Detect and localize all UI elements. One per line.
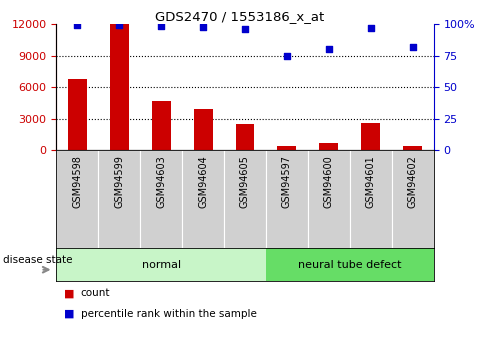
Point: [74, 23, 81, 28]
Bar: [110, 24, 129, 150]
Text: count: count: [81, 288, 110, 298]
Bar: [403, 146, 422, 150]
Bar: [266, 150, 308, 248]
Text: ■: ■: [64, 288, 74, 298]
Text: GSM94597: GSM94597: [282, 155, 292, 208]
Text: GSM94603: GSM94603: [156, 155, 166, 208]
Text: percentile rank within the sample: percentile rank within the sample: [81, 309, 257, 319]
Text: GSM94605: GSM94605: [240, 155, 250, 208]
Text: GSM94602: GSM94602: [408, 155, 417, 208]
Bar: [224, 150, 266, 248]
Text: ■: ■: [64, 309, 74, 319]
Bar: [140, 150, 182, 248]
Point: [283, 53, 291, 58]
Point: [157, 23, 165, 29]
Text: GDS2470 / 1553186_x_at: GDS2470 / 1553186_x_at: [155, 10, 325, 23]
Bar: [308, 150, 350, 248]
Point: [325, 47, 333, 52]
Text: normal: normal: [142, 260, 181, 270]
Point: [409, 44, 416, 50]
Bar: [392, 150, 434, 248]
Bar: [182, 150, 224, 248]
Bar: [68, 79, 87, 150]
Bar: [236, 124, 254, 150]
Bar: [56, 248, 266, 281]
Text: GSM94604: GSM94604: [198, 155, 208, 208]
Point: [367, 25, 375, 31]
Bar: [98, 150, 140, 248]
Bar: [194, 109, 213, 150]
Point: [199, 24, 207, 30]
Text: GSM94599: GSM94599: [114, 155, 124, 208]
Text: GSM94600: GSM94600: [324, 155, 334, 208]
Bar: [277, 146, 296, 150]
Bar: [350, 150, 392, 248]
Text: neural tube defect: neural tube defect: [298, 260, 402, 270]
Bar: [56, 150, 98, 248]
Point: [115, 22, 123, 28]
Bar: [319, 143, 338, 150]
Text: GSM94601: GSM94601: [366, 155, 376, 208]
Point: [241, 27, 249, 32]
Text: GSM94598: GSM94598: [73, 155, 82, 208]
Bar: [361, 123, 380, 150]
Bar: [152, 101, 171, 150]
Text: disease state: disease state: [3, 255, 73, 265]
Bar: [266, 248, 434, 281]
